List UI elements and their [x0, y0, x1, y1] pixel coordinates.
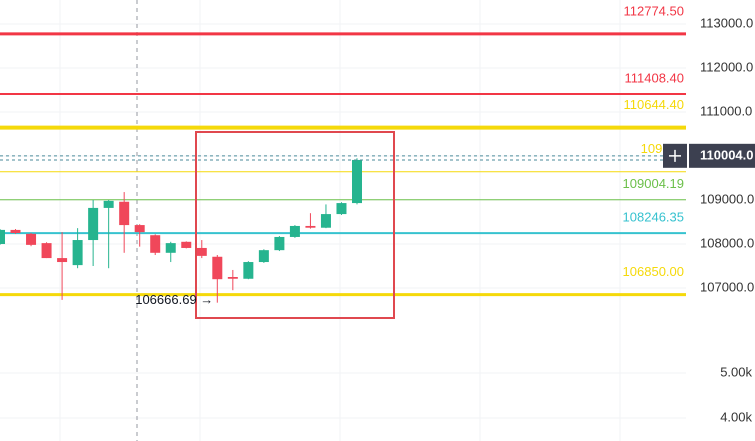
y-tick-label: 107000.0 — [700, 279, 754, 294]
candle-body — [88, 207, 99, 241]
candle-body — [72, 240, 83, 266]
candle-body — [134, 225, 145, 233]
candle-body — [103, 200, 114, 208]
candle-body — [352, 159, 362, 204]
price-label: 110004.0 — [700, 147, 754, 162]
low-annotation: 106666.69 → — [135, 292, 213, 307]
y2-tick-label: 5.00k — [720, 364, 752, 379]
y2-tick-label: 4.00k — [720, 409, 752, 424]
level-label: 112774.50 — [624, 3, 685, 18]
level-label: 109004.19 — [623, 176, 684, 191]
candle-body — [196, 247, 207, 256]
level-label: 106850.00 — [623, 264, 684, 279]
candle-body — [243, 262, 254, 279]
y-tick-label: 109000.0 — [700, 191, 754, 206]
candle-body — [0, 229, 5, 244]
candle-body — [41, 243, 52, 259]
candle-body — [181, 241, 192, 248]
candle-body — [10, 229, 21, 233]
level-label: 108246.35 — [623, 210, 684, 225]
price-box — [689, 143, 755, 168]
candle-body — [320, 214, 331, 228]
candle-body — [57, 258, 68, 263]
candle-body — [150, 235, 161, 253]
candle-body — [227, 277, 238, 279]
candle-body — [258, 250, 269, 263]
candle-body — [165, 243, 176, 253]
highlight-box — [195, 131, 395, 319]
plus-icon — [669, 149, 681, 162]
candle-body — [26, 233, 37, 245]
y-tick-label: 108000.0 — [700, 235, 754, 250]
candle-body — [289, 225, 300, 237]
candle-body — [305, 225, 316, 228]
level-label: 111408.40 — [624, 70, 684, 85]
candle-body — [119, 201, 130, 226]
y-tick-label: 112000.0 — [700, 59, 753, 74]
candle-body — [336, 203, 347, 215]
y-tick-label: 113000.0 — [700, 15, 753, 30]
level-label: 110644.40 — [624, 97, 685, 112]
y-tick-label: 111000.0 — [700, 103, 752, 118]
candle-body — [274, 236, 285, 251]
candle-body — [212, 256, 223, 280]
